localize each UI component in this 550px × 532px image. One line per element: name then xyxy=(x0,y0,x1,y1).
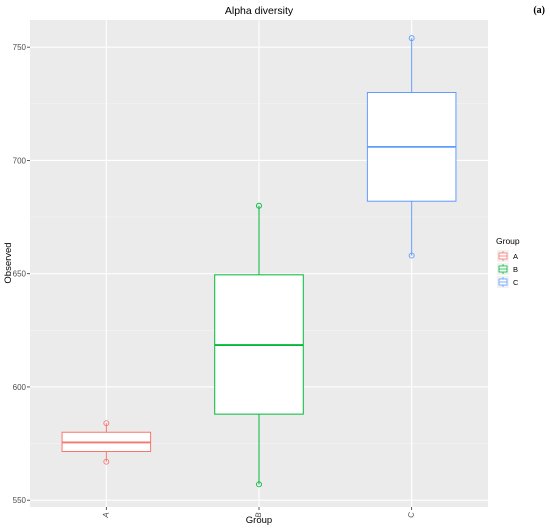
x-tick-label: A xyxy=(101,511,111,518)
y-tick-label: 600 xyxy=(13,383,27,392)
legend-label: B xyxy=(513,265,518,274)
y-tick-label: 700 xyxy=(13,156,27,165)
legend-key-b xyxy=(497,263,509,275)
y-tick-label: 750 xyxy=(13,43,27,52)
x-tick-label: C xyxy=(406,511,416,518)
legend-label: A xyxy=(513,252,518,261)
box-group-a xyxy=(61,420,152,465)
y-axis-title: Observed xyxy=(3,242,14,283)
data-point xyxy=(103,458,110,465)
legend-title: Group xyxy=(496,236,520,246)
data-point xyxy=(408,252,415,259)
box-series xyxy=(61,35,457,488)
chart-title: Alpha diversity xyxy=(225,5,294,17)
data-point xyxy=(256,481,262,488)
panel-label: (a) xyxy=(533,5,545,16)
x-tick-label: B xyxy=(254,512,264,519)
data-point xyxy=(408,35,415,42)
y-tick-label: 550 xyxy=(13,496,27,505)
legend: Group ABC xyxy=(496,236,520,288)
y-axis: 550 600 650 700 750 xyxy=(13,43,30,505)
legend-key-a xyxy=(497,250,509,262)
box-group-b xyxy=(214,202,304,488)
data-point xyxy=(256,202,262,209)
data-point xyxy=(103,420,110,427)
y-tick-label: 650 xyxy=(13,270,27,279)
legend-label: C xyxy=(513,278,519,287)
box-group-c xyxy=(366,35,457,259)
x-axis: A B C xyxy=(101,507,416,519)
x-axis-title: Group xyxy=(246,515,272,526)
legend-key-c xyxy=(497,276,509,288)
